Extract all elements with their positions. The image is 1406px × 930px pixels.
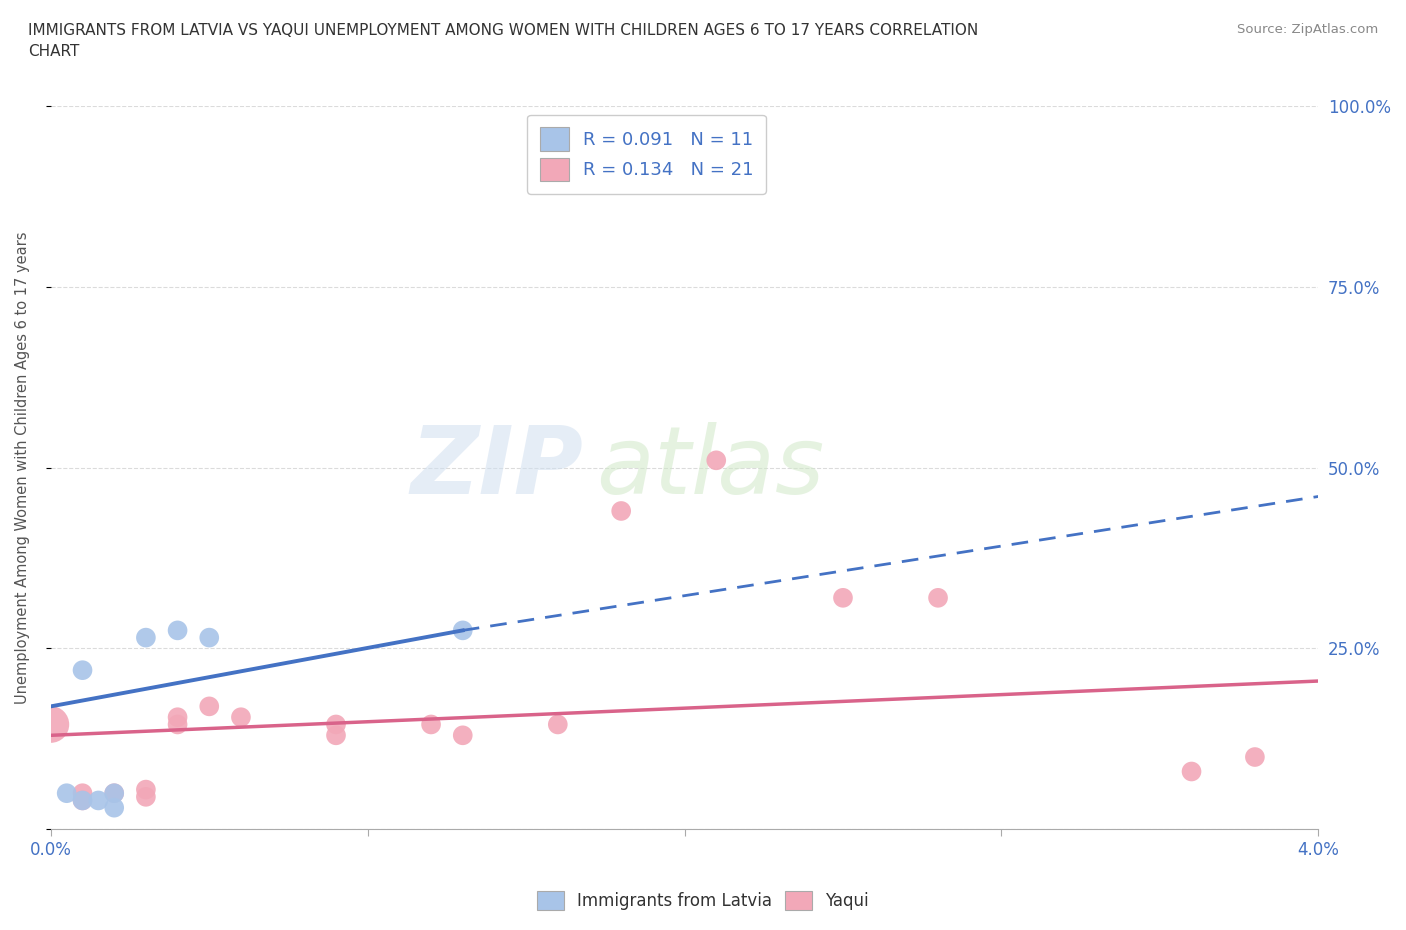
Point: [103, 800, 125, 815]
Point: [135, 631, 157, 645]
Point: [325, 717, 347, 732]
Legend: Immigrants from Latvia, Yaqui: Immigrants from Latvia, Yaqui: [530, 884, 876, 917]
Point: [72, 786, 94, 801]
Point: [610, 120, 633, 135]
Point: [135, 790, 157, 804]
Text: ZIP: ZIP: [411, 421, 583, 513]
Point: [610, 503, 633, 518]
Point: [72, 793, 94, 808]
Point: [103, 786, 125, 801]
Point: [325, 728, 347, 743]
Point: [166, 717, 188, 732]
Point: [72, 793, 94, 808]
Legend: R = 0.091   N = 11, R = 0.134   N = 21: R = 0.091 N = 11, R = 0.134 N = 21: [527, 114, 766, 193]
Point: [166, 623, 188, 638]
Point: [135, 782, 157, 797]
Point: [198, 631, 221, 645]
Point: [451, 728, 474, 743]
Point: [927, 591, 949, 605]
Y-axis label: Unemployment Among Women with Children Ages 6 to 17 years: Unemployment Among Women with Children A…: [15, 232, 30, 704]
Point: [832, 591, 855, 605]
Text: IMMIGRANTS FROM LATVIA VS YAQUI UNEMPLOYMENT AMONG WOMEN WITH CHILDREN AGES 6 TO: IMMIGRANTS FROM LATVIA VS YAQUI UNEMPLOY…: [28, 23, 979, 60]
Point: [39, 717, 62, 732]
Point: [229, 710, 252, 724]
Point: [451, 623, 474, 638]
Text: atlas: atlas: [596, 422, 824, 513]
Point: [103, 786, 125, 801]
Point: [166, 710, 188, 724]
Point: [198, 699, 221, 714]
Point: [547, 717, 569, 732]
Point: [55, 786, 77, 801]
Point: [87, 793, 110, 808]
Point: [420, 717, 443, 732]
Point: [72, 663, 94, 678]
Text: Source: ZipAtlas.com: Source: ZipAtlas.com: [1237, 23, 1378, 36]
Point: [1180, 764, 1202, 779]
Point: [704, 453, 727, 468]
Point: [1244, 750, 1267, 764]
